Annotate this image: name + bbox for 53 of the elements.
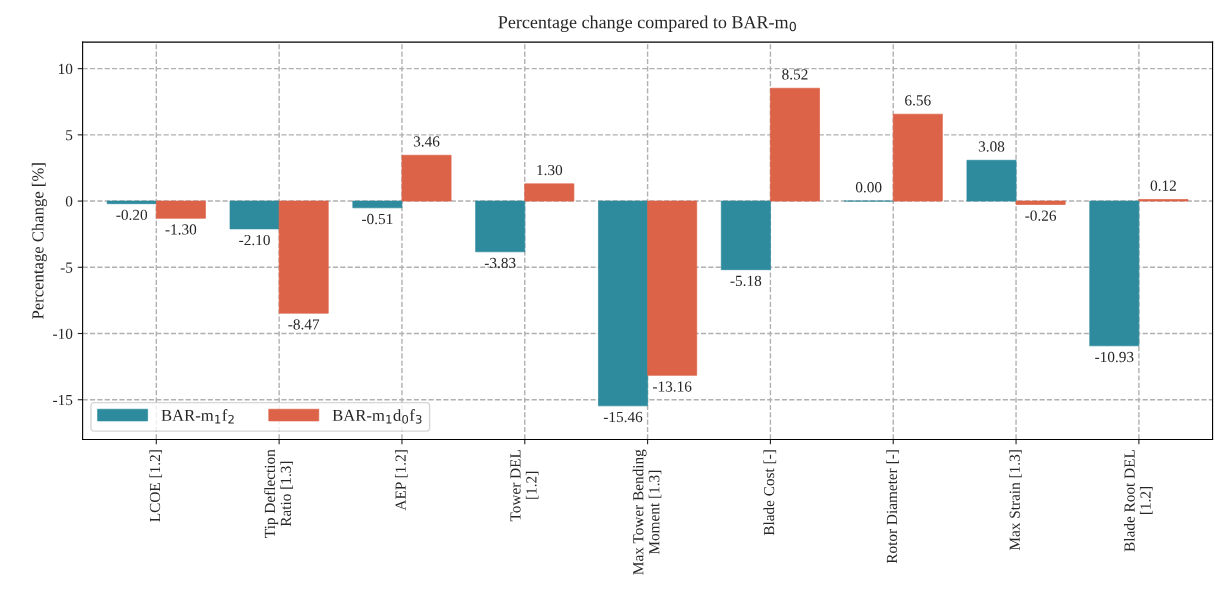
data-label: -0.51 <box>362 213 393 225</box>
legend-label: BAR-m$_{1}$f$_{2}$ <box>161 409 234 424</box>
bar <box>106 200 157 205</box>
y-tick-label: -15 <box>53 394 73 406</box>
bar <box>892 113 943 202</box>
bar <box>770 87 820 202</box>
bar <box>524 183 575 202</box>
bar <box>1015 200 1066 205</box>
y-tick-label: 0 <box>65 196 73 207</box>
bar <box>352 200 403 209</box>
bar <box>475 200 526 253</box>
data-label: 3.46 <box>413 136 440 147</box>
x-tick-label: Rotor Diameter [-] <box>886 450 899 564</box>
data-label: 1.30 <box>537 164 563 176</box>
y-axis-title: Percentage Change [%] <box>31 163 47 319</box>
data-label: 8.52 <box>782 69 808 80</box>
data-label: 3.08 <box>978 141 1005 152</box>
bar <box>155 200 206 219</box>
y-tick-label: 5 <box>66 130 73 141</box>
y-tick-label: -10 <box>53 328 73 339</box>
data-label: -5.18 <box>730 275 762 287</box>
x-tick-label: Blade Root DEL [1.2] <box>1123 450 1153 552</box>
x-tick-label: LCOE [1.2] <box>149 450 163 522</box>
x-tick-label: Max Tower Bending Moment [1.3] <box>632 449 662 575</box>
x-tick-label: Tower DEL [1.2] <box>510 450 539 522</box>
legend-label: BAR-m$_{1}$d$_{0}$f$_{3}$ <box>332 409 422 424</box>
data-label: -0.26 <box>1025 210 1057 221</box>
bar <box>278 200 329 314</box>
x-tick-label: AEP [1.2] <box>395 450 408 511</box>
bar <box>598 200 648 407</box>
x-tick-label: Max Strain [1.3] <box>1009 450 1022 551</box>
bar <box>401 154 452 202</box>
data-label: 6.56 <box>905 95 931 106</box>
y-tick-label: -5 <box>60 262 73 273</box>
data-label: -1.30 <box>165 224 197 235</box>
data-label: -3.83 <box>484 257 516 269</box>
bar <box>1089 200 1140 347</box>
data-label: -2.10 <box>239 234 270 246</box>
data-label: 0.00 <box>855 182 882 193</box>
data-label: -15.46 <box>603 411 643 423</box>
data-label: 0.12 <box>1150 180 1176 191</box>
x-tick-label: Tip Deflection Ratio [1.3] <box>264 449 293 538</box>
bar <box>720 200 771 271</box>
bar <box>966 159 1017 202</box>
data-label: -0.20 <box>116 209 148 221</box>
x-tick-label: Blade Cost [-] <box>763 450 777 536</box>
bar <box>647 200 698 376</box>
chart-title: Percentage change compared to BAR-m$_{0}$ <box>498 15 796 33</box>
data-label: -8.47 <box>288 319 320 330</box>
data-label: -10.93 <box>1095 351 1134 363</box>
data-label: -13.16 <box>653 381 692 392</box>
y-tick-label: 10 <box>58 63 73 75</box>
bar <box>229 200 280 230</box>
